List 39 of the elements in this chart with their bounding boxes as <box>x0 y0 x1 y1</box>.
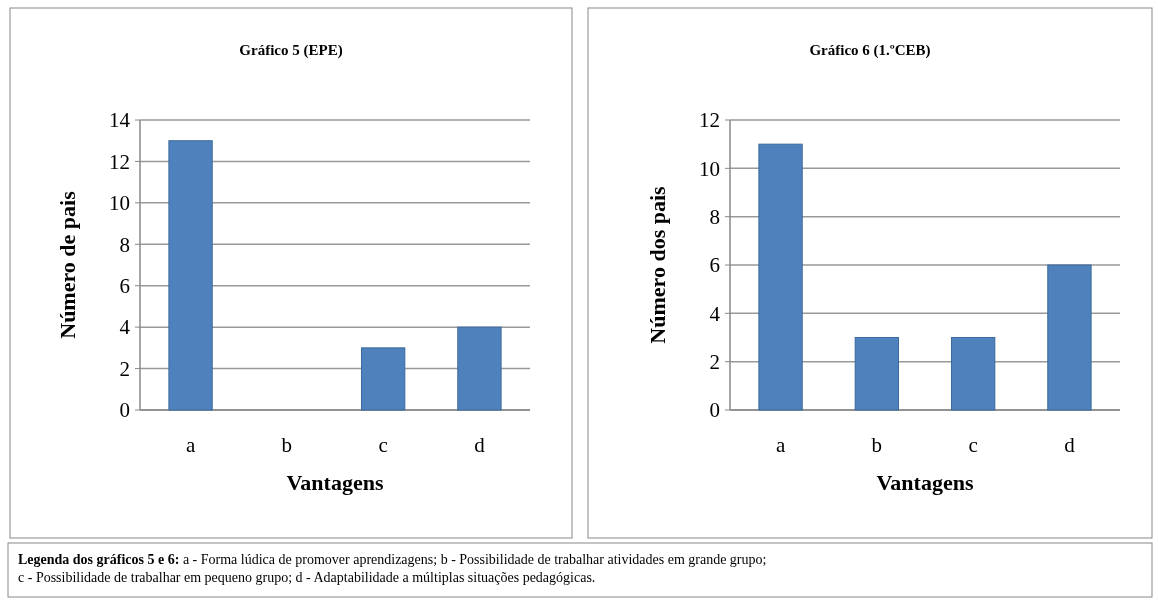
chart-title: Gráfico 5 (EPE) <box>239 42 343 59</box>
chart-title: Gráfico 6 (1.ºCEB) <box>809 42 931 59</box>
bar <box>457 326 502 411</box>
y-tick-label: 2 <box>119 356 130 381</box>
x-axis-title: Vantagens <box>876 470 974 495</box>
bar <box>950 337 996 411</box>
y-tick-label: 10 <box>109 191 130 216</box>
y-tick-label: 12 <box>699 108 720 133</box>
y-tick-label: 6 <box>709 253 720 278</box>
y-tick-label: 10 <box>699 156 720 181</box>
y-tick-label: 4 <box>119 315 131 340</box>
bar <box>854 337 900 411</box>
y-tick-label: 2 <box>709 350 720 375</box>
y-tick-label: 6 <box>119 274 130 299</box>
x-tick-label: d <box>1064 433 1076 457</box>
text: c - Possibilidade de trabalhar em pequeno grupo; d - Adaptabilidade a múltiplas situações pedagógicas. <box>18 570 596 585</box>
text: a - Forma lúdica de promover aprendizagens; b - Possibilidade de trabalhar atividades em grande grupo; <box>179 552 767 567</box>
y-tick-label: 8 <box>119 232 130 257</box>
bar <box>360 347 406 411</box>
y-tick-label: 12 <box>109 149 130 174</box>
x-tick-label: a <box>185 433 196 457</box>
x-tick-label: c <box>968 433 978 457</box>
text: Legenda dos gráficos 5 e 6: <box>18 552 180 567</box>
y-tick-label: 0 <box>119 398 130 423</box>
x-tick-label: a <box>775 433 786 457</box>
x-axis-title: Vantagens <box>286 470 384 495</box>
y-tick-label: 0 <box>709 398 720 423</box>
y-tick-label: 4 <box>709 301 721 326</box>
y-tick-label: 14 <box>109 108 131 133</box>
y-tick-label: 8 <box>709 205 720 230</box>
bar <box>168 140 213 411</box>
y-axis-title: Número dos pais <box>645 185 670 344</box>
bar <box>1047 264 1092 411</box>
x-tick-label: c <box>378 433 388 457</box>
x-tick-label: b <box>871 433 883 457</box>
y-axis-title: Número de pais <box>55 190 80 339</box>
x-tick-label: b <box>281 433 293 457</box>
x-tick-label: d <box>474 433 486 457</box>
bar <box>758 143 803 411</box>
